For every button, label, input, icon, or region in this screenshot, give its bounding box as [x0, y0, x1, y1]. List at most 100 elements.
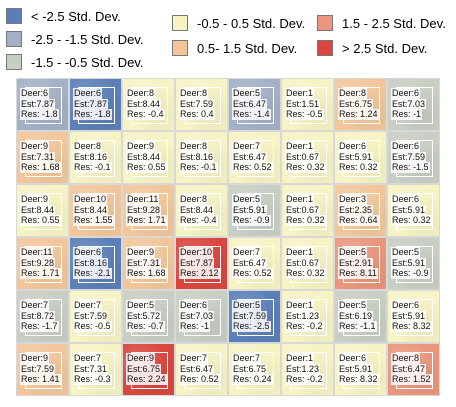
cell-label: Deer:6 Est:7.87 Res: -1.8 — [73, 88, 123, 120]
cell-res-text: Res: 1.71 — [126, 215, 167, 226]
grid-cell: Deer:9 Est:8.44 Res: 0.55 — [122, 131, 175, 184]
cell-deer-text: Deer:6 — [391, 194, 421, 205]
cell-est-text: Est:6.47 — [391, 363, 427, 374]
grid-cell: Deer:1 Est:0.67 Res: 0.32 — [281, 131, 334, 184]
cell-est-text: Est:8.16 — [73, 257, 109, 268]
legend-label: < -2.5 Std. Dev. — [31, 8, 121, 24]
cell-res-text: Res: -1 — [391, 109, 423, 120]
cell-res-text: Res: 8.11 — [338, 268, 378, 279]
grid-cell: Deer:3 Est:2.35 Res: 0.64 — [334, 184, 387, 237]
grid-cell: Deer:6 Est:8.16 Res: -2.1 — [69, 237, 122, 290]
cell-deer-text: Deer:11 — [126, 194, 160, 205]
legend-item-0-5-to-1-5: 0.5- 1.5 Std. Dev. — [172, 38, 297, 58]
grid-cell: Deer:6 Est:5.91 Res: 0.32 — [387, 184, 440, 237]
grid-cell: Deer:6 Est:5.91 Res: 0.32 — [334, 131, 387, 184]
legend-label: -2.5 - -1.5 Std. Dev. — [31, 31, 144, 47]
cell-deer-text: Deer:1 — [285, 353, 315, 364]
cell-res-text: Res: -1.4 — [232, 109, 271, 120]
cell-res-text: Res: 1.55 — [73, 215, 114, 226]
residual-grid-map: Deer:6 Est:7.87 Res: -1.8 Deer:6 Est:7.87 Res… — [16, 78, 456, 402]
cell-label: Deer:1 Est:0.67 Res: 0.32 — [285, 247, 335, 279]
grid-cell: Deer:1 Est:1.51 Res: -0.5 — [281, 78, 334, 131]
cell-est-text: Est:7.03 — [391, 98, 427, 109]
grid-cell: Deer:8 Est:8.44 Res: -0.4 — [175, 184, 228, 237]
cell-label: Deer:8 Est:8.16 Res: -0.1 — [73, 141, 123, 173]
cell-est-text: Est:6.75 — [338, 98, 374, 109]
cell-label: Deer:1 Est:0.67 Res: 0.32 — [285, 194, 335, 226]
cell-res-text: Res: -0.1 — [73, 162, 112, 173]
legend-item-gt-2-5: > 2.5 Std. Dev. — [317, 38, 427, 58]
cell-label: Deer:1 Est:1.51 Res: -0.5 — [285, 88, 335, 120]
cell-deer-text: Deer:6 — [391, 141, 421, 152]
grid-cell: Deer:6 Est:7.03 Res: -1 — [175, 290, 228, 343]
cell-label: Deer:6 Est:5.91 Res: 0.32 — [391, 194, 441, 226]
cell-label: Deer:8 Est:6.47 Res: 1.52 — [391, 353, 441, 385]
cell-deer-text: Deer:7 — [73, 300, 103, 311]
cell-est-text: Est:5.91 — [338, 151, 374, 162]
grid-cell: Deer:8 Est:8.16 Res: -0.1 — [69, 131, 122, 184]
legend-swatch — [317, 40, 333, 56]
cell-label: Deer:6 Est:7.03 Res: -1 — [391, 88, 441, 120]
grid-cell: Deer:5 Est:5.91 Res: -0.9 — [228, 184, 281, 237]
cell-est-text: Est:7.31 — [126, 257, 162, 268]
cell-label: Deer:9 Est:7.31 Res: 1.68 — [20, 141, 70, 173]
cell-res-text: Res: 1.68 — [20, 162, 61, 173]
cell-label: Deer:6 Est:7.87 Res: -1.8 — [20, 88, 70, 120]
grid-cell: Deer:7 Est:7.59 Res: -0.5 — [69, 290, 122, 343]
cell-est-text: Est:5.91 — [391, 257, 427, 268]
cell-res-text: Res: 1.41 — [20, 374, 61, 385]
cell-res-text: Res: -0.4 — [179, 215, 218, 226]
legend-swatch — [172, 40, 188, 56]
cell-deer-text: Deer:7 — [232, 353, 262, 364]
cell-est-text: Est:7.31 — [73, 363, 109, 374]
cell-res-text: Res: -0.2 — [285, 321, 324, 332]
cell-label: Deer:8 Est:8.16 Res: -0.1 — [179, 141, 229, 173]
grid-cell: Deer:8 Est:6.47 Res: 1.52 — [387, 343, 440, 396]
cell-est-text: Est:0.67 — [285, 151, 321, 162]
cell-est-text: Est:5.91 — [338, 363, 374, 374]
grid-cell: Deer:5 Est:5.72 Res: -0.7 — [122, 290, 175, 343]
cell-deer-text: Deer:5 — [391, 247, 421, 258]
cell-res-text: Res: 2.24 — [126, 374, 167, 385]
cell-est-text: Est:7.87 — [179, 257, 215, 268]
cell-est-text: Est:1.23 — [285, 363, 321, 374]
cell-est-text: Est:7.03 — [179, 310, 215, 321]
cell-res-text: Res: 0.24 — [232, 374, 273, 385]
cell-est-text: Est:7.59 — [73, 310, 109, 321]
cell-est-text: Est:8.44 — [179, 204, 215, 215]
legend: < -2.5 Std. Dev. -2.5 - -1.5 Std. Dev. -… — [0, 0, 456, 76]
grid-cell: Deer:6 Est:7.87 Res: -1.8 — [69, 78, 122, 131]
grid-cell: Deer:9 Est:6.75 Res: 2.24 — [122, 343, 175, 396]
grid-cell: Deer:7 Est:6.47 Res: 0.52 — [228, 131, 281, 184]
cell-label: Deer:10 Est:7.87 Res: 2.12 — [179, 247, 229, 279]
cell-res-text: Res: 0.55 — [126, 162, 167, 173]
cell-res-text: Res: 8.32 — [338, 374, 379, 385]
cell-res-text: Res: -0.9 — [391, 268, 430, 279]
cell-deer-text: Deer:5 — [126, 300, 156, 311]
cell-deer-text: Deer:1 — [285, 194, 315, 205]
cell-deer-text: Deer:5 — [338, 247, 368, 258]
cell-label: Deer:9 Est:7.59 Res: 1.41 — [20, 353, 70, 385]
grid-cell: Deer:6 Est:7.87 Res: -1.8 — [16, 78, 69, 131]
cell-deer-text: Deer:6 — [73, 88, 103, 99]
cell-deer-text: Deer:11 — [20, 247, 54, 258]
cell-est-text: Est:6.47 — [232, 257, 268, 268]
cell-label: Deer:5 Est:5.91 Res: -0.9 — [391, 247, 441, 279]
cell-res-text: Res: -0.1 — [179, 162, 218, 173]
grid-cell: Deer:6 Est:5.91 Res: 8.32 — [334, 343, 387, 396]
cell-label: Deer:7 Est:8.72 Res: -1.7 — [20, 300, 70, 332]
grid-cell: Deer:6 Est:5.91 Res: 8.32 — [387, 290, 440, 343]
cell-label: Deer:8 Est:8.44 Res: -0.4 — [179, 194, 229, 226]
cell-label: Deer:1 Est:1.23 Res: -0.2 — [285, 353, 335, 385]
cell-label: Deer:8 Est:6.75 Res: 1.24 — [338, 88, 388, 120]
grid-cell: Deer:10 Est:7.87 Res: 2.12 — [175, 237, 228, 290]
cell-deer-text: Deer:8 — [179, 88, 209, 99]
grid-cell: Deer:10 Est:8.44 Res: 1.55 — [69, 184, 122, 237]
cell-est-text: Est:8.44 — [126, 151, 162, 162]
cell-est-text: Est:7.87 — [73, 98, 109, 109]
cell-res-text: Res: -0.7 — [126, 321, 165, 332]
cell-res-text: Res: 0.52 — [232, 162, 273, 173]
grid-cell: Deer:8 Est:7.59 Res: 0.4 — [175, 78, 228, 131]
cell-est-text: Est:1.23 — [285, 310, 321, 321]
cell-res-text: Res: 2.12 — [179, 268, 220, 279]
